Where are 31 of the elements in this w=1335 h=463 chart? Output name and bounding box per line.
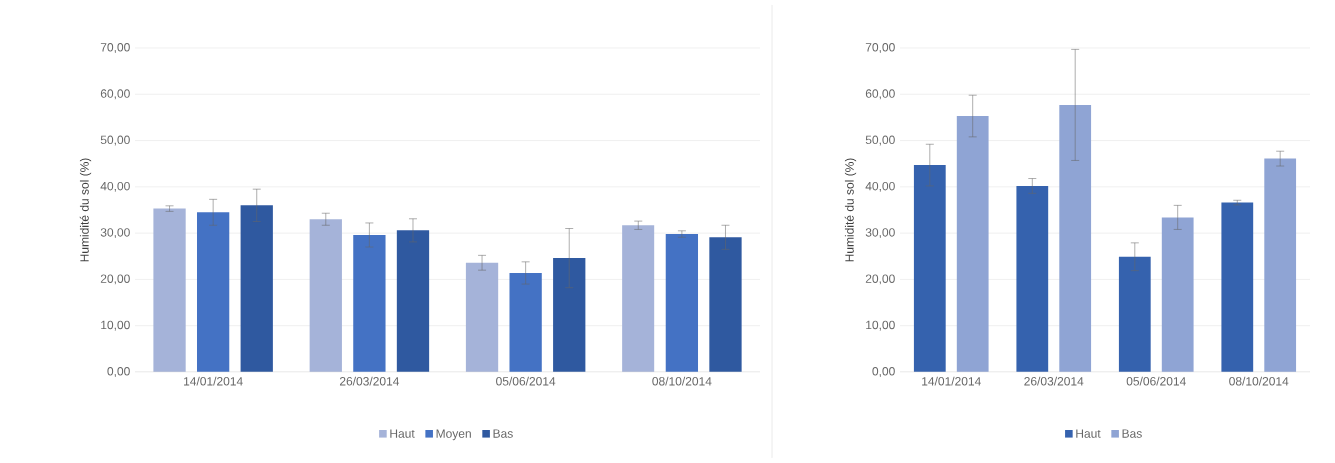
y-tick-label: 60,00 — [865, 89, 895, 100]
y-axis-title: Humidité du sol (%) — [844, 158, 857, 262]
y-tick-label: 40,00 — [865, 181, 895, 192]
x-tick-label: 05/06/2014 — [496, 376, 556, 386]
y-tick-label: 10,00 — [866, 320, 895, 331]
legend-label: Haut — [1076, 429, 1101, 438]
x-tick-label: 08/10/2014 — [652, 376, 712, 386]
y-tick-label: 10,00 — [101, 320, 130, 331]
y-tick-label: 70,00 — [100, 43, 130, 53]
x-tick-label: 14/01/2014 — [184, 376, 243, 386]
x-tick-label: 08/10/2014 — [1229, 376, 1289, 386]
legend-label: Bas — [1122, 429, 1142, 438]
y-tick-label: 0,00 — [872, 367, 895, 377]
y-tick-label: 60,00 — [100, 89, 130, 100]
legend-label: Moyen — [436, 429, 471, 441]
y-tick-label: 20,00 — [865, 274, 895, 285]
x-tick-label: 05/06/2014 — [1126, 376, 1186, 386]
y-tick-label: 0,00 — [107, 367, 130, 377]
legend-label: Bas — [493, 429, 513, 438]
y-tick-label: 30,00 — [865, 228, 895, 239]
y-tick-label: 70,00 — [865, 43, 895, 53]
y-tick-label: 50,00 — [865, 135, 895, 146]
y-tick-label: 40,00 — [100, 181, 130, 192]
y-tick-label: 20,00 — [100, 274, 130, 285]
y-tick-label: 50,00 — [100, 135, 130, 146]
legend-label: Haut — [390, 429, 415, 438]
y-axis-title: Humidité du sol (%) — [79, 158, 92, 262]
x-tick-label: 26/03/2014 — [339, 376, 400, 386]
x-tick-label: 26/03/2014 — [1024, 376, 1084, 386]
x-tick-label: 14/01/2014 — [922, 376, 981, 386]
y-tick-label: 30,00 — [100, 228, 130, 239]
